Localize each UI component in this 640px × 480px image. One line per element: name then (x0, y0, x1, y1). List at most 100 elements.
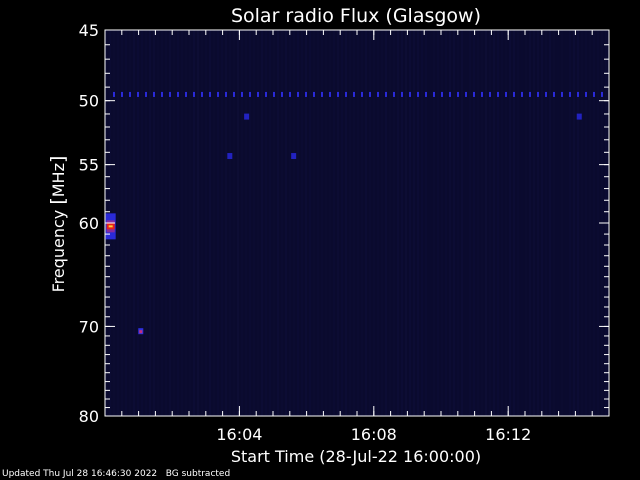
interference-dot (273, 91, 275, 97)
interference-dot (121, 91, 123, 97)
heatmap-stripe (365, 30, 367, 416)
y-tick-label: 80 (79, 407, 99, 426)
heatmap-stripe (517, 30, 519, 416)
interference-dot (449, 91, 451, 97)
heatmap-stripe (297, 30, 299, 416)
interference-dot (537, 91, 539, 97)
signal-spot (576, 113, 582, 120)
heatmap-stripe (261, 30, 263, 416)
heatmap-stripe (145, 30, 147, 416)
heatmap-stripe (585, 30, 587, 416)
x-tick-label: 16:04 (216, 425, 262, 444)
burst-peak (108, 225, 113, 228)
heatmap-stripe (445, 30, 447, 416)
heatmap-stripe (469, 30, 471, 416)
heatmap-stripe (245, 30, 247, 416)
interference-dot (385, 91, 387, 97)
heatmap-stripe (281, 30, 283, 416)
heatmap-stripe (265, 30, 267, 416)
heatmap-stripe (217, 30, 219, 416)
interference-dot (585, 91, 587, 97)
heatmap-stripe (345, 30, 347, 416)
heatmap-stripe (213, 30, 215, 416)
heatmap-background (105, 30, 609, 416)
heatmap-stripe (125, 30, 127, 416)
heatmap-stripe (537, 30, 539, 416)
heatmap-stripe (241, 30, 243, 416)
heatmap-stripe (429, 30, 431, 416)
heatmap-stripe (257, 30, 259, 416)
heatmap-stripe (149, 30, 151, 416)
heatmap-stripe (389, 30, 391, 416)
heatmap-stripe (437, 30, 439, 416)
interference-dot (569, 91, 571, 97)
interference-dot (137, 91, 139, 97)
heatmap-stripe (433, 30, 435, 416)
heatmap-stripe (225, 30, 227, 416)
heatmap-stripe (301, 30, 303, 416)
heatmap-stripe (341, 30, 343, 416)
interference-dot (217, 91, 219, 97)
heatmap-stripe (577, 30, 579, 416)
y-tick-label: 55 (79, 156, 99, 175)
heatmap-area (105, 30, 609, 416)
heatmap-stripe (253, 30, 255, 416)
interference-dot (153, 91, 155, 97)
heatmap-stripe (545, 30, 547, 416)
heatmap-stripe (453, 30, 455, 416)
chart-axes: 45 50 55 60 70 80 16:04 16:08 16:12 (79, 21, 610, 444)
heatmap-stripe (441, 30, 443, 416)
interference-dot (417, 91, 419, 97)
heatmap-stripe (349, 30, 351, 416)
heatmap-stripe (285, 30, 287, 416)
interference-dot (561, 91, 563, 97)
heatmap-stripe (317, 30, 319, 416)
heatmap-stripe (561, 30, 563, 416)
heatmap-stripe (489, 30, 491, 416)
heatmap-stripe (385, 30, 387, 416)
heatmap-stripe (449, 30, 451, 416)
heatmap-stripe (333, 30, 335, 416)
interference-dot (193, 91, 195, 97)
interference-dot (457, 91, 459, 97)
heatmap-stripe (581, 30, 583, 416)
y-axis-label: Frequency [MHz] (47, 156, 69, 293)
interference-dot (241, 91, 243, 97)
interference-dot (545, 91, 547, 97)
heatmap-stripe (565, 30, 567, 416)
heatmap-stripe (161, 30, 163, 416)
heatmap-stripe (557, 30, 559, 416)
x-tick-label: 16:12 (485, 425, 531, 444)
heatmap-stripe (201, 30, 203, 416)
y-axis-label-unit: MHz (49, 163, 68, 197)
y-tick-label: 70 (79, 317, 99, 336)
y-tick-label: 60 (79, 214, 99, 233)
interference-dot (401, 91, 403, 97)
interference-dot (297, 91, 299, 97)
interference-dot (369, 91, 371, 97)
interference-dot (409, 91, 411, 97)
heatmap-stripe (289, 30, 291, 416)
chart-title: Solar radio Flux (Glasgow) (231, 5, 481, 27)
interference-dot (201, 91, 203, 97)
heatmap-stripe (189, 30, 191, 416)
x-tick-label: 16:08 (351, 425, 397, 444)
heatmap-stripe (425, 30, 427, 416)
heatmap-stripe (481, 30, 483, 416)
heatmap-stripe (249, 30, 251, 416)
interference-dot (433, 91, 435, 97)
heatmap-stripe (397, 30, 399, 416)
interference-dot (145, 91, 147, 97)
heatmap-stripe (413, 30, 415, 416)
interference-dot (209, 91, 211, 97)
heatmap-stripe (205, 30, 207, 416)
heatmap-stripe (493, 30, 495, 416)
heatmap-stripe (305, 30, 307, 416)
heatmap-stripe (381, 30, 383, 416)
heatmap-stripe (373, 30, 375, 416)
interference-dot (337, 91, 339, 97)
heatmap-stripe (153, 30, 155, 416)
heatmap-stripe (137, 30, 139, 416)
interference-dot (225, 91, 227, 97)
